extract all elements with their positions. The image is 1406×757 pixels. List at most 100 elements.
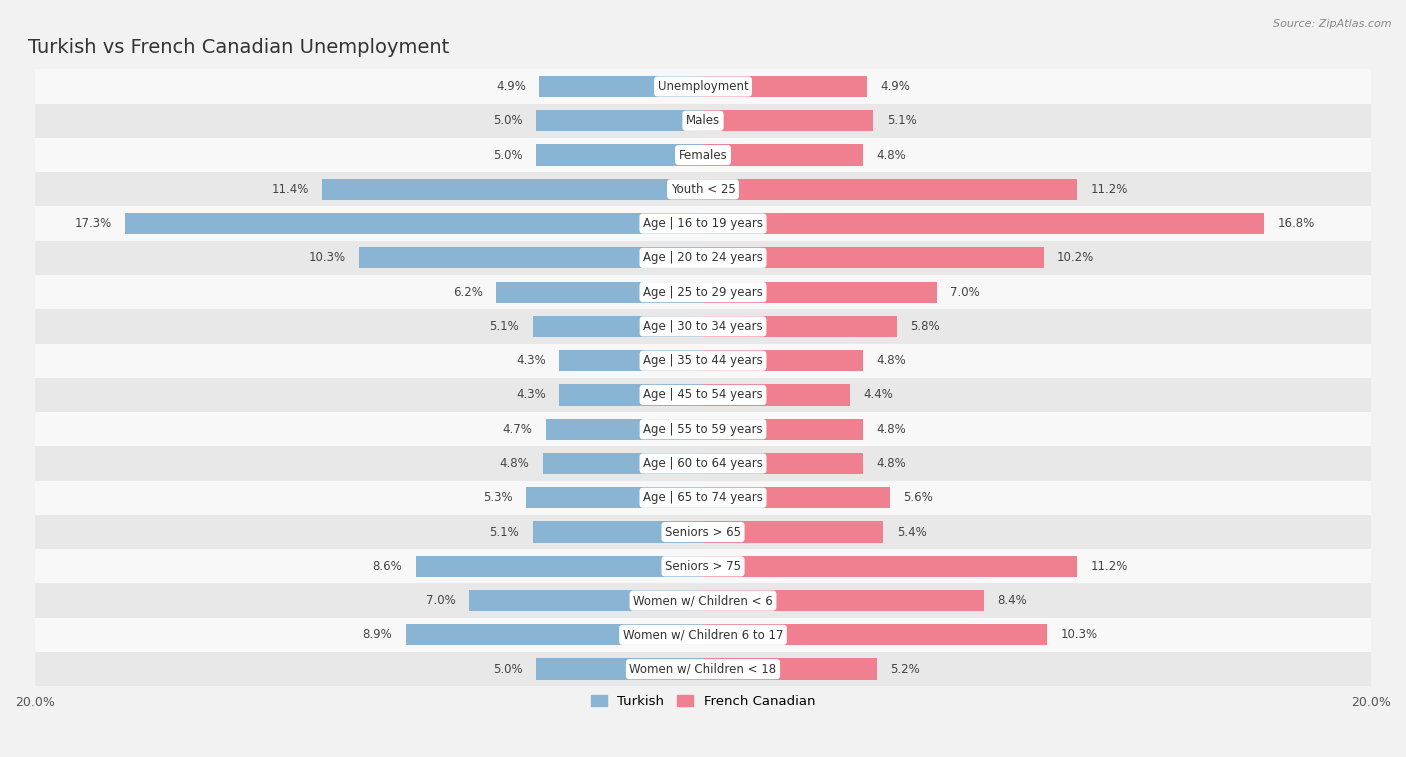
Bar — [703, 659, 877, 680]
Text: 5.1%: 5.1% — [887, 114, 917, 127]
Bar — [406, 625, 703, 646]
Legend: Turkish, French Canadian: Turkish, French Canadian — [585, 690, 821, 714]
Text: 5.8%: 5.8% — [910, 320, 939, 333]
Bar — [703, 590, 984, 611]
Bar — [35, 618, 1371, 652]
Text: 11.2%: 11.2% — [1091, 560, 1128, 573]
Bar — [533, 316, 703, 337]
Bar — [35, 584, 1371, 618]
Bar — [35, 275, 1371, 310]
Text: Age | 16 to 19 years: Age | 16 to 19 years — [643, 217, 763, 230]
Text: 5.2%: 5.2% — [890, 662, 920, 676]
Bar — [703, 111, 873, 132]
Text: 4.8%: 4.8% — [877, 457, 907, 470]
Text: 5.0%: 5.0% — [494, 662, 523, 676]
Bar — [703, 248, 1043, 269]
Bar — [35, 447, 1371, 481]
Text: Females: Females — [679, 148, 727, 161]
Bar — [359, 248, 703, 269]
Text: 5.0%: 5.0% — [494, 148, 523, 161]
Text: 8.6%: 8.6% — [373, 560, 402, 573]
Bar — [703, 282, 936, 303]
Text: Age | 35 to 44 years: Age | 35 to 44 years — [643, 354, 763, 367]
Text: 4.3%: 4.3% — [516, 388, 546, 401]
Bar — [703, 350, 863, 371]
Text: Age | 25 to 29 years: Age | 25 to 29 years — [643, 285, 763, 299]
Bar — [703, 522, 883, 543]
Text: 7.0%: 7.0% — [426, 594, 456, 607]
Text: 7.0%: 7.0% — [950, 285, 980, 299]
Bar — [703, 556, 1077, 577]
Bar — [35, 652, 1371, 687]
Bar — [35, 70, 1371, 104]
Text: Age | 30 to 34 years: Age | 30 to 34 years — [643, 320, 763, 333]
Text: Age | 60 to 64 years: Age | 60 to 64 years — [643, 457, 763, 470]
Bar — [35, 515, 1371, 549]
Text: Seniors > 65: Seniors > 65 — [665, 525, 741, 538]
Text: 4.8%: 4.8% — [877, 148, 907, 161]
Bar — [536, 145, 703, 166]
Text: 6.2%: 6.2% — [453, 285, 482, 299]
Bar — [560, 350, 703, 371]
Bar — [703, 145, 863, 166]
Bar — [322, 179, 703, 200]
Text: 11.2%: 11.2% — [1091, 183, 1128, 196]
Bar — [703, 316, 897, 337]
Bar — [35, 138, 1371, 172]
Text: 4.8%: 4.8% — [499, 457, 529, 470]
Bar — [35, 344, 1371, 378]
Text: 4.3%: 4.3% — [516, 354, 546, 367]
Bar — [540, 76, 703, 97]
Bar — [35, 378, 1371, 412]
Bar — [703, 76, 866, 97]
Text: Age | 20 to 24 years: Age | 20 to 24 years — [643, 251, 763, 264]
Text: Age | 65 to 74 years: Age | 65 to 74 years — [643, 491, 763, 504]
Bar — [703, 179, 1077, 200]
Bar — [546, 419, 703, 440]
Text: 4.8%: 4.8% — [877, 354, 907, 367]
Bar — [703, 453, 863, 474]
Bar — [35, 172, 1371, 207]
Text: 5.6%: 5.6% — [904, 491, 934, 504]
Bar — [526, 488, 703, 509]
Bar — [496, 282, 703, 303]
Bar — [543, 453, 703, 474]
Bar — [35, 241, 1371, 275]
Bar — [35, 104, 1371, 138]
Text: 5.3%: 5.3% — [484, 491, 513, 504]
Text: Women w/ Children < 6: Women w/ Children < 6 — [633, 594, 773, 607]
Text: 5.0%: 5.0% — [494, 114, 523, 127]
Bar — [125, 213, 703, 234]
Text: 10.3%: 10.3% — [308, 251, 346, 264]
Text: 11.4%: 11.4% — [271, 183, 309, 196]
Text: 10.2%: 10.2% — [1057, 251, 1094, 264]
Text: 4.4%: 4.4% — [863, 388, 893, 401]
Bar — [536, 111, 703, 132]
Text: Women w/ Children 6 to 17: Women w/ Children 6 to 17 — [623, 628, 783, 641]
Text: 5.1%: 5.1% — [489, 525, 519, 538]
Bar — [703, 488, 890, 509]
Text: Women w/ Children < 18: Women w/ Children < 18 — [630, 662, 776, 676]
Text: 5.1%: 5.1% — [489, 320, 519, 333]
Text: Unemployment: Unemployment — [658, 80, 748, 93]
Text: Youth < 25: Youth < 25 — [671, 183, 735, 196]
Text: Seniors > 75: Seniors > 75 — [665, 560, 741, 573]
Text: 4.7%: 4.7% — [503, 422, 533, 436]
Bar — [533, 522, 703, 543]
Text: Age | 45 to 54 years: Age | 45 to 54 years — [643, 388, 763, 401]
Text: 4.9%: 4.9% — [496, 80, 526, 93]
Bar — [35, 481, 1371, 515]
Text: Age | 55 to 59 years: Age | 55 to 59 years — [643, 422, 763, 436]
Bar — [35, 412, 1371, 447]
Bar — [470, 590, 703, 611]
Text: 5.4%: 5.4% — [897, 525, 927, 538]
Text: 17.3%: 17.3% — [75, 217, 111, 230]
Text: 8.9%: 8.9% — [363, 628, 392, 641]
Bar — [35, 207, 1371, 241]
Bar — [560, 385, 703, 406]
Bar — [703, 419, 863, 440]
Bar — [35, 549, 1371, 584]
Bar — [703, 385, 851, 406]
Bar — [703, 213, 1264, 234]
Bar — [703, 625, 1047, 646]
